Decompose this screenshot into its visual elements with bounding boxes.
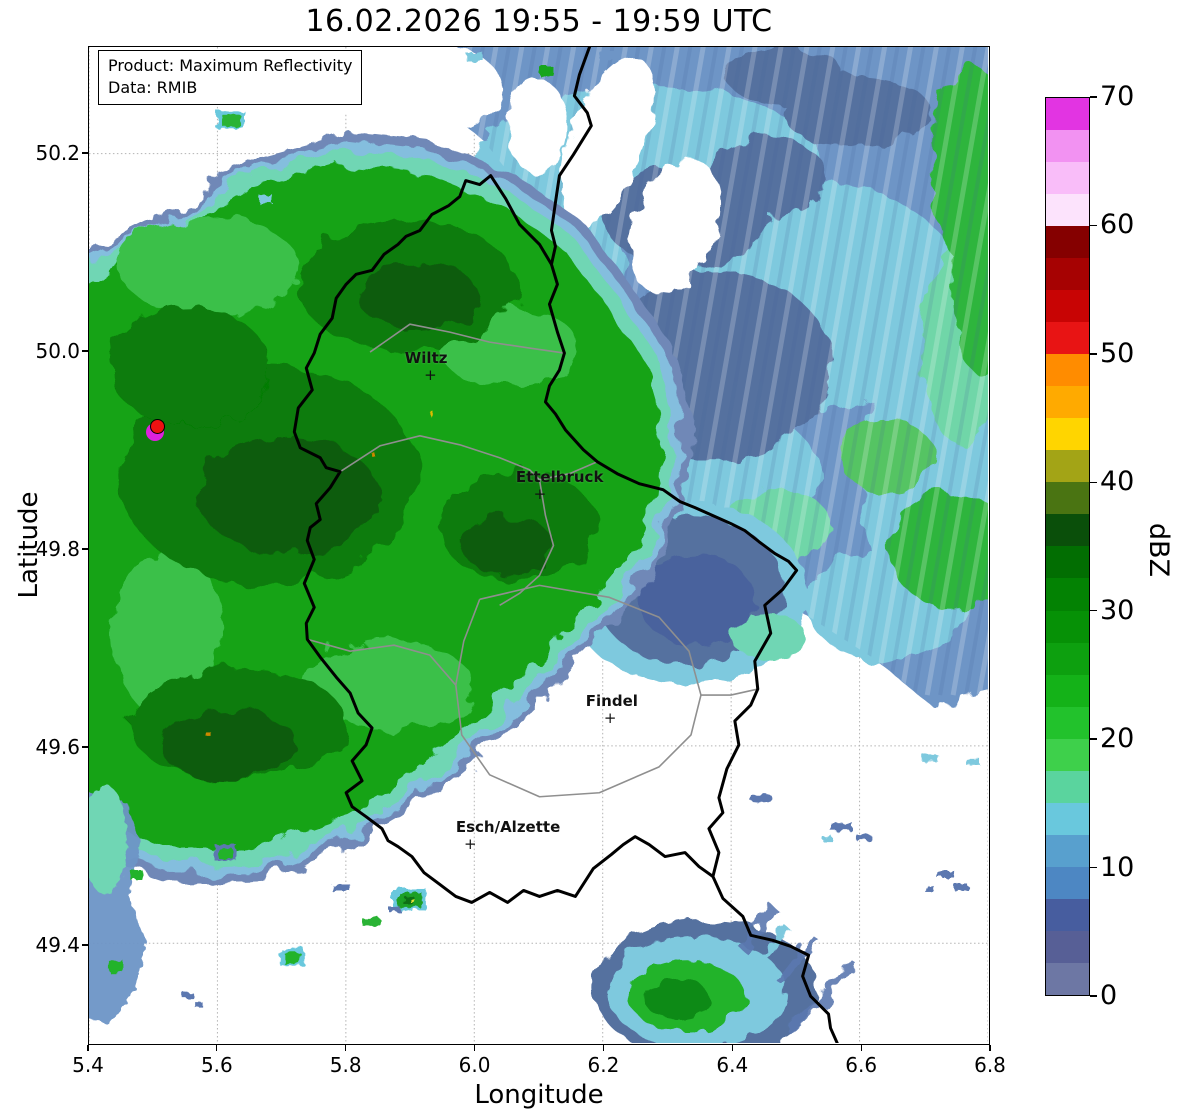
colorbar-segment — [1046, 290, 1089, 323]
city-marker: + — [464, 835, 477, 853]
city-marker: + — [603, 709, 617, 728]
colorbar-segment — [1046, 514, 1089, 547]
colorbar-segment — [1046, 578, 1089, 611]
colorbar-tick-label: 0 — [1100, 980, 1118, 1011]
echo-free-gaps — [333, 47, 722, 294]
x-tick-mark — [87, 1045, 89, 1051]
district-borders — [307, 323, 758, 798]
colorbar-segment — [1046, 226, 1089, 259]
x-tick-mark — [860, 1045, 862, 1051]
y-tick-label: 49.6 — [35, 734, 80, 759]
y-tick-mark — [82, 350, 88, 352]
x-tick-mark — [216, 1045, 218, 1051]
plot-area: Product: Maximum Reflectivity Data: RMIB — [88, 46, 990, 1045]
y-tick-mark — [82, 944, 88, 946]
colorbar-segment — [1046, 386, 1089, 419]
y-tick-label: 49.4 — [35, 933, 80, 957]
colorbar-segment — [1046, 802, 1089, 835]
y-tick-mark — [82, 746, 88, 748]
y-tick-label: 49.8 — [35, 536, 80, 561]
colorbar-tick-mark — [1090, 224, 1097, 227]
colorbar-segment — [1046, 610, 1089, 643]
colorbar-segment — [1046, 962, 1089, 995]
colorbar-segment — [1046, 642, 1089, 675]
x-tick-mark — [345, 1045, 347, 1051]
colorbar-tick-mark — [1090, 481, 1097, 483]
x-tick-label: 5.8 — [329, 1053, 362, 1077]
radar-scattered-cells — [89, 50, 981, 1025]
x-tick-mark — [731, 1045, 733, 1051]
colorbar-tick-label: 10 — [1100, 851, 1135, 883]
colorbar-segment — [1046, 866, 1089, 899]
colorbar-tick-mark — [1090, 96, 1097, 98]
colorbar — [1045, 97, 1090, 996]
colorbar-tick-label: 50 — [1100, 337, 1135, 369]
x-axis-label: Longitude — [474, 1080, 604, 1110]
y-tick-label: 50.0 — [35, 338, 80, 363]
city-marker: + — [424, 365, 437, 384]
colorbar-segment — [1046, 322, 1089, 355]
colorbar-segment — [1046, 162, 1089, 195]
colorbar-segment — [1046, 930, 1089, 963]
colorbar-tick-label: 40 — [1100, 466, 1135, 498]
event-marker-dot — [150, 419, 166, 435]
colorbar-segment — [1046, 706, 1089, 739]
colorbar-segment — [1046, 834, 1089, 867]
city-label: Findel — [585, 692, 638, 711]
colorbar-tick-mark — [1090, 995, 1097, 997]
colorbar-tick-mark — [1090, 610, 1097, 612]
colorbar-segment — [1046, 770, 1089, 803]
x-tick-mark — [602, 1045, 605, 1051]
y-tick-mark — [82, 548, 88, 550]
y-tick-label: 50.2 — [35, 140, 80, 165]
colorbar-segment — [1046, 898, 1089, 931]
x-tick-label: 6.4 — [716, 1053, 749, 1077]
radar-region-main-rain-shield — [89, 131, 692, 885]
x-tick-mark — [989, 1045, 991, 1051]
radar-map-svg — [89, 47, 988, 1043]
colorbar-tick-label: 20 — [1100, 723, 1135, 755]
colorbar-segment — [1046, 738, 1089, 771]
city-label: Ettelbruck — [515, 467, 604, 486]
colorbar-tick-mark — [1090, 738, 1097, 740]
product-line: Product: Maximum Reflectivity — [108, 56, 353, 75]
x-tick-mark — [473, 1045, 476, 1051]
x-tick-label: 5.4 — [72, 1053, 104, 1077]
x-tick-label: 5.6 — [200, 1053, 233, 1077]
border-southeast-segment — [711, 875, 839, 1043]
border-north-segment — [549, 47, 593, 266]
x-tick-label: 6.6 — [845, 1053, 878, 1077]
x-tick-label: 6.8 — [974, 1053, 1006, 1077]
colorbar-tick-label: 60 — [1100, 209, 1135, 241]
colorbar-segment — [1046, 450, 1089, 483]
colorbar-tick-label: 30 — [1100, 594, 1135, 626]
colorbar-segment — [1046, 98, 1089, 131]
x-tick-label: 6.2 — [587, 1053, 620, 1077]
colorbar-segment — [1046, 258, 1089, 291]
data-source-line: Data: RMIB — [108, 78, 198, 98]
city-label: Wiltz — [404, 348, 448, 367]
city-marker: + — [533, 484, 547, 503]
colorbar-segment — [1046, 130, 1089, 163]
city-label: Esch/Alzette — [455, 818, 561, 836]
colorbar-segment — [1046, 354, 1089, 387]
colorbar-segment — [1046, 194, 1089, 227]
colorbar-tick-label: 70 — [1100, 81, 1135, 112]
x-tick-label: 6.0 — [458, 1053, 491, 1077]
colorbar-segment — [1046, 418, 1089, 451]
luxembourg-border — [292, 174, 799, 904]
colorbar-tick-mark — [1090, 353, 1097, 355]
colorbar-tick-mark — [1090, 866, 1097, 869]
colorbar-segment — [1046, 674, 1089, 707]
colorbar-segment — [1046, 546, 1089, 579]
radar-cell-southeast — [593, 904, 858, 1043]
plot-title: 16.02.2026 19:55 - 19:59 UTC — [305, 4, 773, 39]
colorbar-segment — [1046, 482, 1089, 515]
country-borders — [292, 47, 839, 1043]
colorbar-label: dBZ — [1143, 522, 1174, 578]
y-tick-mark — [82, 152, 88, 154]
product-info-box: Product: Maximum Reflectivity Data: RMIB — [98, 50, 363, 106]
